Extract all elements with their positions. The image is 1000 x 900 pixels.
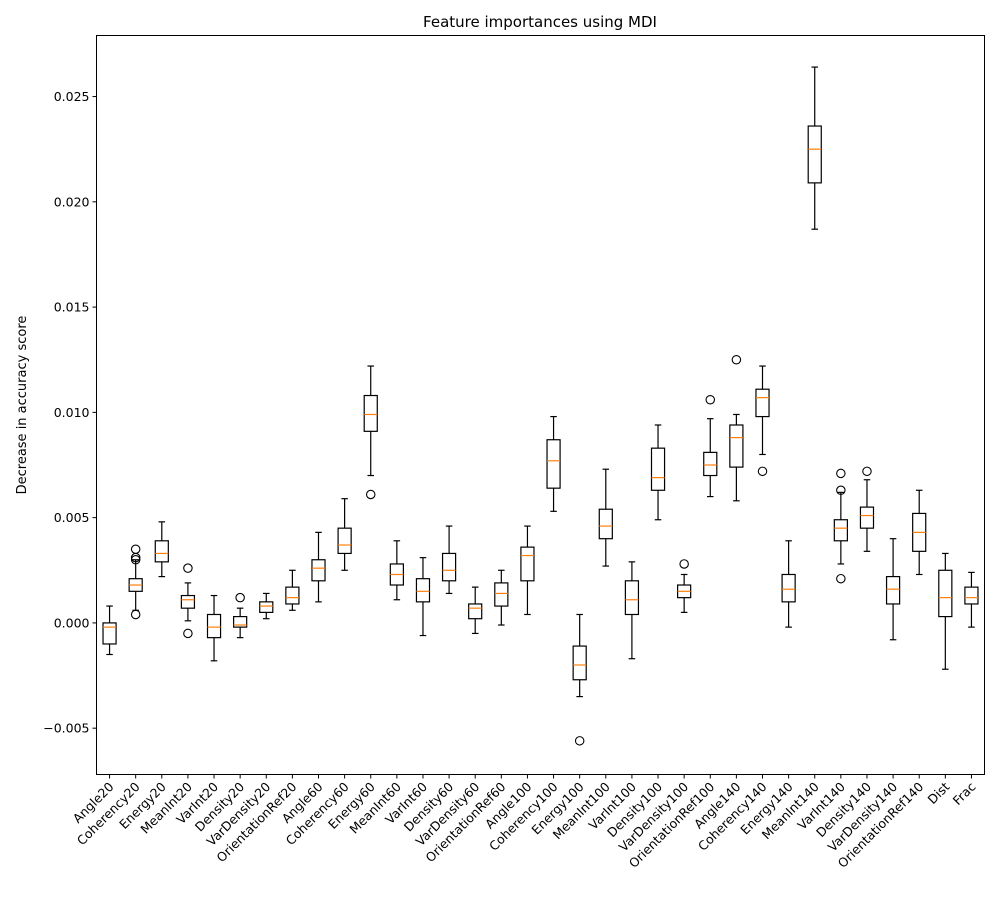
box-MeanInt60: [389, 540, 404, 601]
iqr-box: [102, 622, 117, 645]
iqr-box: [729, 424, 744, 468]
box-series: [102, 66, 979, 746]
outlier-point: [235, 592, 245, 603]
box-Energy60: [363, 365, 378, 500]
iqr-box: [233, 615, 248, 628]
box-VarInt140: [833, 468, 848, 584]
iqr-box: [833, 519, 848, 542]
y-tick-label: 0.005: [54, 510, 90, 525]
y-tick-label: 0.000: [54, 615, 90, 630]
box-Angle20: [102, 605, 117, 656]
plot-frame: [96, 35, 985, 775]
iqr-box: [859, 506, 875, 529]
outlier-point: [836, 468, 846, 479]
iqr-box: [415, 578, 431, 603]
box-VarDensity20: [259, 592, 274, 620]
outlier-point: [574, 736, 585, 746]
box-Coherency20: [128, 544, 143, 620]
iqr-box: [807, 125, 822, 184]
iqr-box: [755, 388, 770, 418]
x-tick-label: Frac: [950, 779, 979, 808]
box-Coherency140: [755, 365, 770, 477]
outlier-point: [679, 559, 689, 569]
iqr-box: [285, 586, 300, 605]
iqr-box: [363, 394, 378, 432]
outlier-point: [836, 573, 846, 584]
outlier-point: [705, 394, 716, 405]
iqr-box: [938, 569, 953, 618]
x-tick-label: Dist: [925, 779, 953, 807]
iqr-box: [650, 447, 666, 491]
iqr-box: [572, 645, 587, 681]
box-Density60: [441, 525, 457, 595]
y-axis-label: Decrease in accuracy score: [15, 316, 30, 495]
box-MeanInt20: [180, 563, 196, 639]
box-Frac: [964, 571, 979, 628]
box-Angle140: [729, 354, 744, 502]
box-VarInt20: [206, 594, 222, 662]
outlier-point: [183, 563, 193, 573]
box-Coherency100: [546, 415, 561, 512]
box-OrientationRef20: [285, 569, 300, 611]
iqr-box: [337, 527, 352, 555]
iqr-box: [441, 552, 457, 582]
box-Angle100: [520, 525, 535, 616]
outlier-point: [130, 609, 141, 620]
box-Density100: [650, 424, 666, 521]
box-MeanInt140: [807, 66, 822, 230]
iqr-box: [546, 439, 561, 489]
y-axis: −0.005 0.000 0.005 0.010 0.015 0.020 0.025: [43, 89, 97, 736]
x-axis: Angle20Coherency20Energy20MeanInt20VarIn…: [70, 774, 979, 871]
box-OrientationRef140: [912, 489, 927, 576]
box-Energy20: [154, 521, 169, 578]
y-tick-label: 0.010: [54, 405, 90, 420]
iqr-box: [180, 594, 196, 609]
chart-title: Feature importances using MDI: [423, 13, 657, 31]
y-tick-label: −0.005: [43, 721, 89, 736]
iqr-box: [259, 601, 274, 613]
iqr-box: [624, 580, 640, 616]
box-VarInt60: [415, 557, 431, 637]
y-tick-label: 0.025: [54, 89, 90, 104]
outlier-point: [862, 466, 872, 477]
box-VarDensity100: [677, 559, 692, 613]
iqr-box: [885, 575, 901, 605]
box-VarDensity140: [885, 538, 901, 641]
iqr-box: [598, 508, 613, 540]
outlier-point: [836, 485, 846, 496]
iqr-box: [703, 451, 718, 477]
outlier-point: [731, 354, 742, 365]
outlier-point: [757, 466, 768, 477]
outlier-point: [365, 489, 376, 500]
iqr-box: [154, 540, 169, 563]
iqr-box: [781, 573, 796, 603]
box-Coherency60: [337, 498, 352, 571]
outlier-point: [183, 628, 193, 639]
iqr-box: [964, 586, 979, 605]
iqr-box: [311, 559, 326, 582]
iqr-box: [520, 546, 535, 582]
iqr-box: [494, 582, 509, 607]
box-Energy100: [572, 613, 587, 746]
box-MeanInt100: [598, 468, 613, 567]
box-Density20: [233, 592, 248, 639]
outlier-point: [130, 544, 141, 554]
y-tick-label: 0.015: [54, 300, 90, 315]
box-Density140: [859, 466, 875, 552]
box-OrientationRef60: [494, 569, 509, 626]
box-Dist: [938, 552, 953, 670]
y-tick-label: 0.020: [54, 194, 90, 209]
box-Energy140: [781, 540, 796, 628]
box-Angle60: [311, 531, 326, 603]
iqr-box: [468, 603, 483, 620]
box-OrientationRef100: [703, 394, 718, 498]
iqr-box: [206, 613, 222, 639]
box-VarInt100: [624, 561, 640, 660]
box-VarDensity60: [468, 586, 483, 635]
